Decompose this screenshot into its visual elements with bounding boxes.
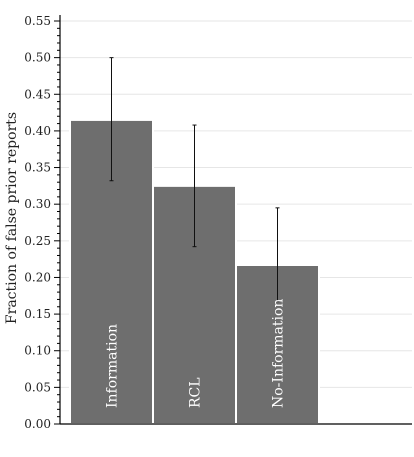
y-tick-label: 0.15	[24, 307, 51, 321]
y-tick-label: 0.45	[24, 87, 51, 101]
bar-label: No-Information	[271, 299, 287, 408]
y-tick-label: 0.50	[24, 51, 51, 65]
y-tick-label: 0.55	[24, 14, 51, 28]
y-tick-label: 0.10	[24, 344, 51, 358]
y-axis: 0.00 0.05 0.10 0.15 0.20 0.25 0.30 0.35 0.40 0.45…	[24, 14, 61, 431]
y-tick-label: 0.35	[24, 161, 51, 175]
y-tick-label: 0.30	[24, 197, 51, 211]
bar-labels: Information RCL No-Information	[105, 299, 287, 408]
error-bars	[109, 57, 280, 303]
y-axis-label: Fraction of false prior reports	[4, 112, 20, 324]
y-tick-label: 0.25	[24, 234, 51, 248]
y-tick-label: 0.00	[24, 417, 51, 431]
bar-label: RCL	[188, 377, 204, 408]
y-tick-label: 0.40	[24, 124, 51, 138]
bar-label: Information	[105, 324, 121, 408]
y-tick-label: 0.20	[24, 270, 51, 284]
y-tick-label: 0.05	[24, 380, 51, 394]
